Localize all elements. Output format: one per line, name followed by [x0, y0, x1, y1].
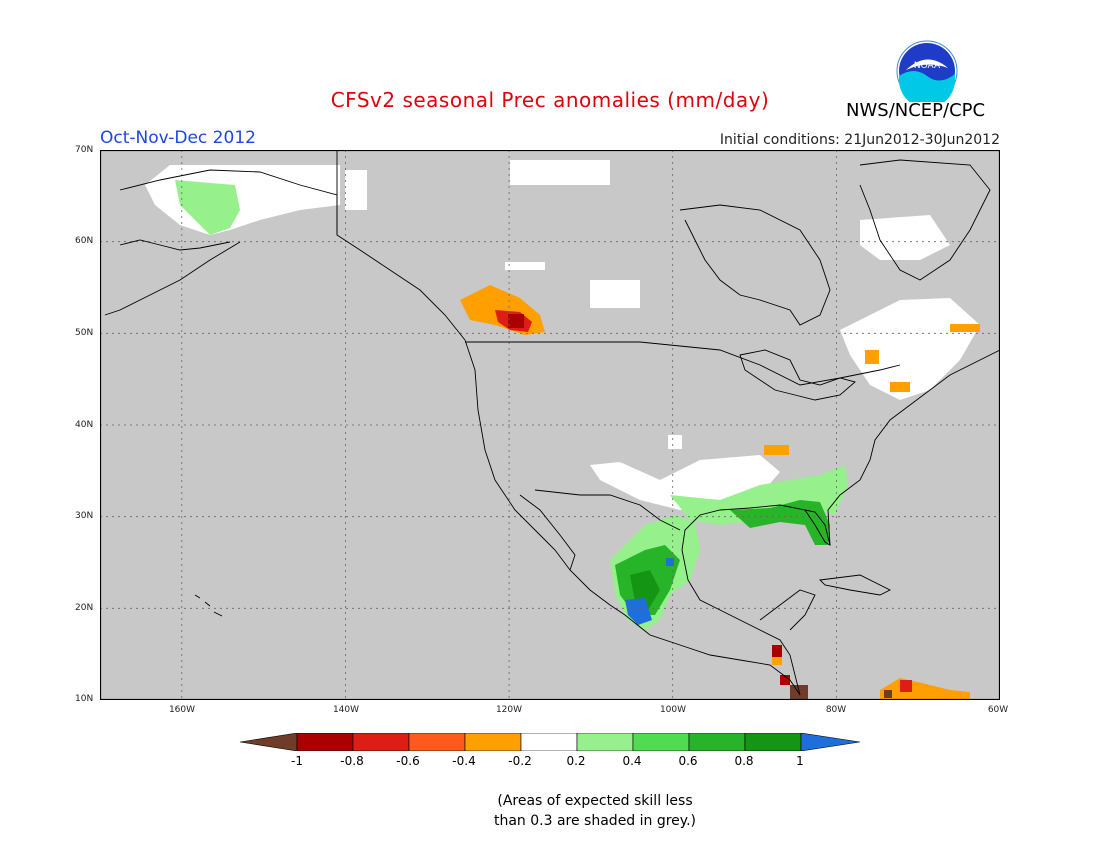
lat-label: 30N [75, 511, 94, 521]
anomaly-region-tennessee-orange [764, 445, 789, 455]
color-scale-tick: 1 [796, 754, 804, 768]
anomaly-region-prairies-neutral [590, 280, 640, 308]
anomaly-region-central-america-red [772, 645, 782, 657]
us-mexico-border [534, 489, 681, 531]
baja-california-coast [519, 494, 576, 571]
anomaly-region-kansas-neutral [668, 435, 682, 449]
lon-label: 140W [332, 705, 360, 715]
greenland-coast [859, 159, 991, 281]
coastlines [104, 150, 1000, 696]
anomaly-region-labrador-neutral [860, 215, 950, 260]
color-scale-tick: 0.8 [734, 754, 754, 768]
map-title: CFSv2 seasonal Prec anomalies (mm/day) [330, 88, 770, 112]
color-scale-bin [576, 733, 634, 751]
color-scale-bin [408, 733, 466, 751]
color-scale-tick: -0.8 [340, 754, 364, 768]
lat-label: 60N [75, 236, 94, 246]
anomaly-region-manitoba-neutral [505, 262, 545, 270]
skill-footnote-line1: (Areas of expected skill less [497, 793, 693, 809]
skill-footnote-line2: than 0.3 are shaded in grey.) [493, 813, 696, 829]
color-scale-tick: -0.4 [452, 754, 476, 768]
color-scale-arrow-low [240, 733, 298, 751]
anomaly-region-bc-dark-red [508, 314, 524, 328]
agency-label: NWS/NCEP/CPC [846, 100, 986, 121]
map-frame [100, 150, 1000, 700]
color-scale-tick: 0.2 [566, 754, 586, 768]
color-scale-tick: 0.4 [622, 754, 642, 768]
anomaly-region-labrador-orange [950, 324, 980, 332]
anomaly-region-quebec-neutral [840, 298, 980, 400]
anomaly-region-caribbean-brown [884, 690, 892, 698]
color-scale-bin [464, 733, 522, 751]
anomaly-region-quebec-orange-1 [865, 350, 879, 364]
lon-label: 80W [825, 705, 847, 715]
noaa-logo-icon: NOAA [896, 40, 958, 102]
color-scale-bin [688, 733, 746, 751]
aleutians-coast [104, 241, 241, 316]
hawaii-islands [194, 594, 223, 617]
alaska-peninsula-coast [119, 239, 231, 251]
anomaly-region-mexico-blue [625, 598, 652, 625]
anomaly-region-central-america-dark-red [780, 675, 790, 685]
color-scale-arrow-high [800, 733, 860, 751]
anomaly-region-southeast-green [730, 500, 830, 545]
lon-label: 120W [495, 705, 523, 715]
lon-label: 160W [168, 705, 196, 715]
anomaly-region-texas-blue [666, 558, 674, 566]
anomaly-region-alaska-light-green [175, 180, 240, 235]
color-scale-bin [632, 733, 690, 751]
lon-label: 100W [659, 705, 687, 715]
anomaly-region-maritimes-orange [890, 382, 910, 392]
lat-label: 40N [75, 420, 94, 430]
florida-coast [804, 509, 831, 546]
noaa-logo-text: NOAA [914, 61, 941, 71]
anomaly-region-caribbean-red [900, 680, 912, 692]
color-scale-bin [352, 733, 410, 751]
color-scale-bin [296, 733, 354, 751]
color-scale-bin [520, 733, 578, 751]
color-scale-bin [744, 733, 802, 751]
precip-anomaly-map [100, 150, 1000, 700]
color-scale-tick: 0.6 [678, 754, 698, 768]
color-scale-tick: -0.6 [396, 754, 420, 768]
anomaly-region-arctic-neutral [510, 160, 610, 185]
yucatan-coast [759, 589, 816, 631]
lat-label: 20N [75, 603, 94, 613]
lat-label: 70N [75, 145, 94, 155]
graticule [100, 150, 1000, 700]
us-canada-border [465, 341, 901, 386]
color-scale-bar [240, 733, 860, 751]
color-scale-tick: -1 [291, 754, 303, 768]
lon-label: 60W [987, 705, 1009, 715]
anomaly-region-central-america-orange [772, 657, 782, 665]
pacific-coast [464, 339, 801, 696]
anomaly-shading [145, 160, 980, 700]
hudson-bay-coast [679, 204, 831, 326]
gulf-coast [681, 349, 1000, 696]
lat-label: 10N [75, 694, 94, 704]
initial-conditions: Initial conditions: 21Jun2012-30Jun2012 [719, 132, 1000, 148]
lat-label: 50N [75, 328, 94, 338]
color-scale-tick: -0.2 [508, 754, 532, 768]
great-lakes [739, 349, 856, 401]
anomaly-region-yukon-neutral [345, 170, 367, 210]
forecast-period: Oct-Nov-Dec 2012 [100, 128, 256, 148]
cuba-coast [819, 574, 892, 596]
